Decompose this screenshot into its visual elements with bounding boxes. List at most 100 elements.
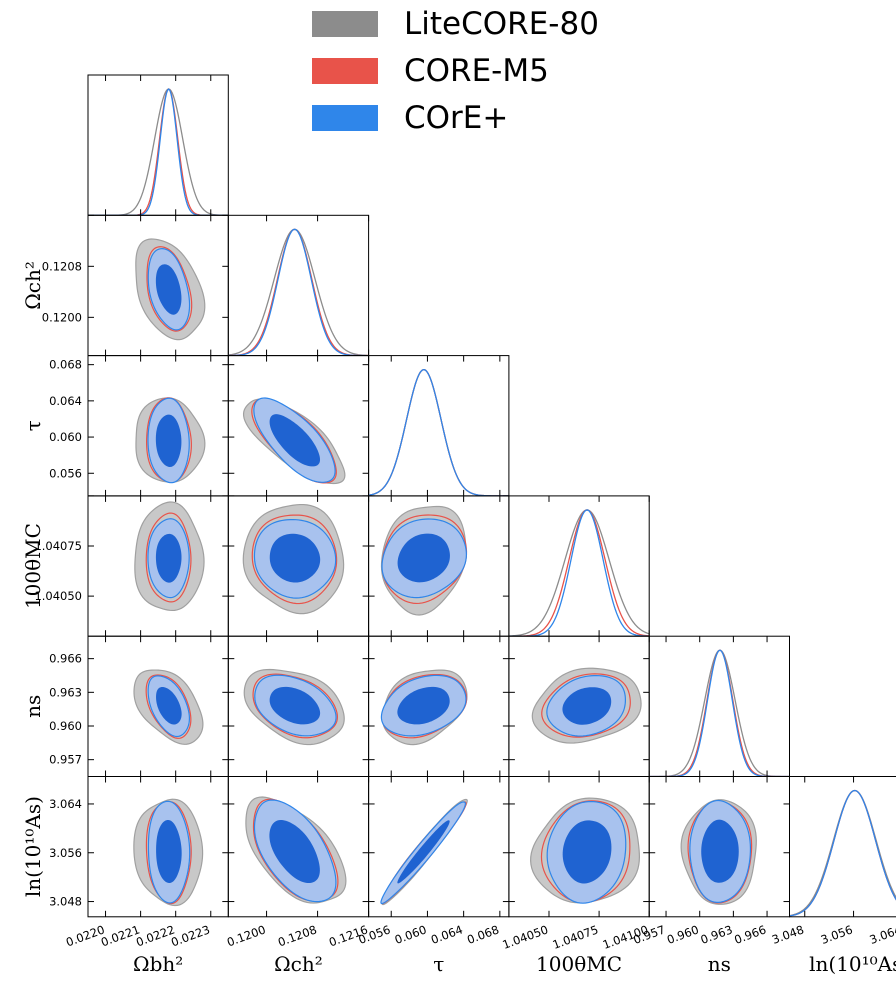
credible-contour	[397, 533, 450, 583]
credible-contour	[252, 673, 339, 739]
marginal-panel	[228, 228, 369, 356]
y-tick-label: 1.04075	[34, 539, 82, 553]
x-tick-label: 0.1200	[225, 922, 268, 949]
contour-panel	[680, 799, 757, 905]
x-tick-label: 0.060	[393, 922, 429, 946]
contour-panel	[134, 501, 205, 612]
y-tick-label: 1.04050	[34, 589, 82, 603]
credible-contour	[145, 512, 192, 603]
marginal-panel	[789, 789, 896, 917]
marginal-curve	[508, 509, 650, 637]
y-tick-label: 0.1208	[42, 259, 82, 273]
legend-swatch	[312, 105, 378, 131]
x-axis-label: 100θMC	[536, 952, 622, 976]
x-axis-label: ln(10¹⁰As)	[809, 952, 896, 976]
credible-contour	[687, 800, 753, 904]
x-tick-label: 3.048	[770, 922, 806, 946]
contour-panel	[135, 397, 206, 484]
legend-swatch	[312, 11, 378, 37]
x-tick-label: 0.0223	[169, 922, 212, 949]
y-axis-label: Ωch²	[21, 261, 45, 310]
contour-panel	[245, 796, 347, 904]
y-tick-label: 0.064	[49, 394, 82, 408]
credible-contour	[145, 674, 192, 739]
y-tick-label: 0.957	[49, 753, 82, 767]
y-tick-label: 0.060	[49, 430, 82, 444]
credible-contour	[397, 686, 450, 725]
marginal-panel	[508, 509, 650, 637]
x-tick-label: 1.04075	[551, 922, 600, 951]
credible-contour	[540, 800, 631, 904]
y-tick-label: 0.966	[49, 652, 82, 666]
credible-contour	[269, 820, 320, 884]
marginal-curve	[228, 228, 369, 356]
panel-frame	[368, 355, 510, 497]
x-axis-label: Ωch²	[274, 952, 323, 976]
contour-panel	[242, 503, 345, 615]
contour-panel	[135, 238, 206, 341]
y-axis-label: 100θMC	[21, 523, 45, 609]
contour-panel	[530, 797, 641, 904]
credible-contour	[156, 686, 182, 725]
panel-frame	[227, 214, 370, 357]
x-axis-label: Ωbh²	[133, 952, 183, 976]
marginal-panel	[88, 88, 229, 216]
y-axis-label: ln(10¹⁰As)	[21, 796, 45, 897]
marginal-panel	[368, 368, 509, 496]
x-tick-label: 0.960	[665, 922, 701, 946]
marginal-curve	[508, 509, 650, 637]
contour-panel	[243, 668, 345, 746]
legend-label: LiteCORE-80	[404, 6, 599, 42]
contour-panel	[380, 505, 468, 616]
marginal-curve	[88, 88, 229, 216]
y-tick-label: 0.963	[49, 685, 82, 699]
marginal-panel	[649, 649, 790, 777]
legend-label: COrE+	[404, 100, 509, 136]
y-tick-label: 3.048	[49, 895, 82, 909]
x-tick-label: 3.064	[868, 922, 896, 946]
x-tick-label: 0.963	[699, 922, 735, 946]
contour-panel	[133, 798, 204, 907]
credible-contour	[156, 819, 182, 884]
x-tick-label: 0.068	[465, 922, 501, 946]
credible-contour	[269, 686, 321, 725]
y-tick-label: 3.056	[49, 846, 82, 860]
credible-contour	[397, 820, 450, 884]
panel-frame	[789, 776, 896, 918]
contour-panel	[242, 397, 346, 485]
legend-item: CORE-M5	[312, 51, 549, 91]
credible-contour	[155, 414, 182, 468]
contour-panel	[133, 669, 204, 745]
legend-item: COrE+	[312, 98, 508, 138]
credible-contour	[155, 533, 182, 583]
y-axis-label: ns	[21, 695, 45, 718]
credible-contour	[155, 264, 182, 315]
credible-contour	[562, 820, 612, 884]
marginal-curve	[649, 649, 790, 777]
credible-contour	[269, 414, 321, 467]
marginal-curve	[508, 509, 650, 637]
credible-contour	[269, 533, 321, 583]
x-axis-label: τ	[433, 952, 444, 976]
marginal-curve	[368, 368, 509, 496]
credible-contour	[145, 801, 192, 905]
marginal-curve	[649, 649, 790, 777]
x-tick-label: 0.1208	[276, 922, 319, 949]
marginal-curve	[789, 789, 896, 917]
credible-contour	[146, 246, 193, 332]
marginal-curve	[228, 228, 369, 356]
legend-label: CORE-M5	[404, 53, 549, 89]
y-axis-label: τ	[21, 420, 45, 431]
y-tick-label: 3.064	[49, 797, 82, 811]
marginal-curve	[649, 649, 790, 777]
x-tick-label: 0.966	[732, 922, 768, 946]
marginal-curve	[228, 228, 369, 356]
x-tick-label: 1.04050	[501, 922, 550, 951]
credible-contour	[251, 514, 338, 605]
panel-frame	[648, 635, 791, 778]
contour-panel	[380, 669, 468, 746]
credible-contour	[541, 673, 631, 738]
y-tick-label: 0.960	[49, 719, 82, 733]
